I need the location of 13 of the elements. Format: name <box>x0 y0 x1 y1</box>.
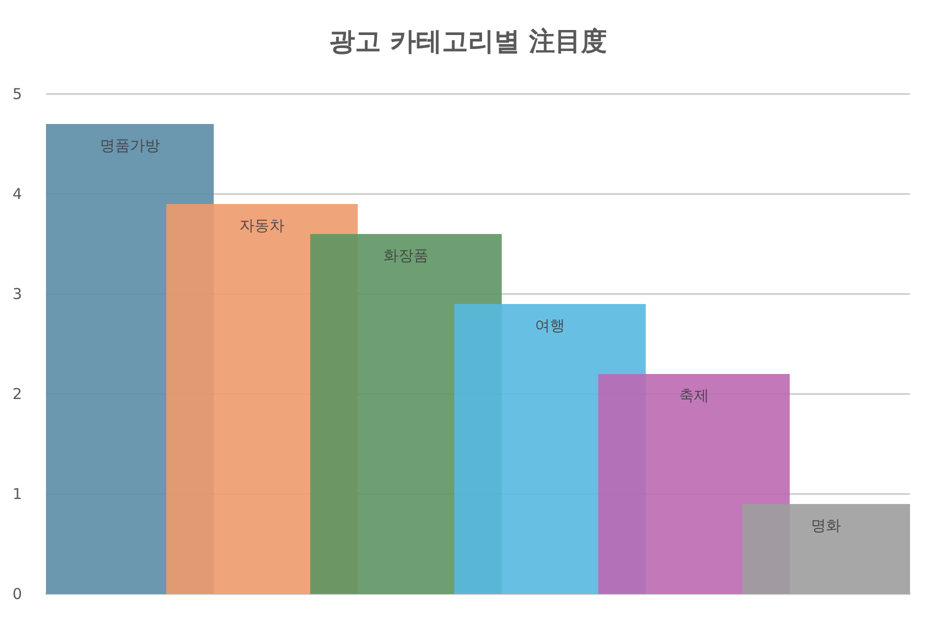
y-tick-label: 4 <box>12 185 22 203</box>
chart-title: 광고 카테고리별 注目度 <box>328 27 608 57</box>
x-tick-label: 명화 <box>811 516 842 534</box>
y-tick-label: 0 <box>12 585 22 603</box>
x-tick-label: 여행 <box>535 316 565 334</box>
y-tick-label: 2 <box>12 385 22 403</box>
y-tick-label: 1 <box>12 485 22 503</box>
y-tick-label: 3 <box>12 285 22 303</box>
x-tick-label: 명품가방 <box>100 136 160 154</box>
x-tick-label: 축제 <box>679 386 709 404</box>
x-tick-label: 자동차 <box>240 216 284 234</box>
y-tick-label: 5 <box>12 85 22 103</box>
x-tick-label: 화장품 <box>384 246 428 264</box>
